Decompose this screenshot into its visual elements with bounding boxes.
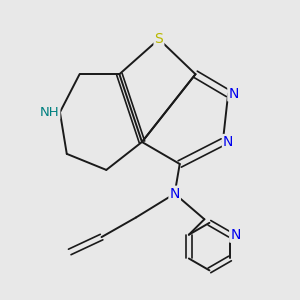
Text: S: S <box>154 32 163 46</box>
Text: N: N <box>230 228 241 242</box>
Text: N: N <box>169 187 180 201</box>
Text: N: N <box>223 135 233 149</box>
Text: N: N <box>228 86 239 100</box>
Text: NH: NH <box>40 106 59 119</box>
